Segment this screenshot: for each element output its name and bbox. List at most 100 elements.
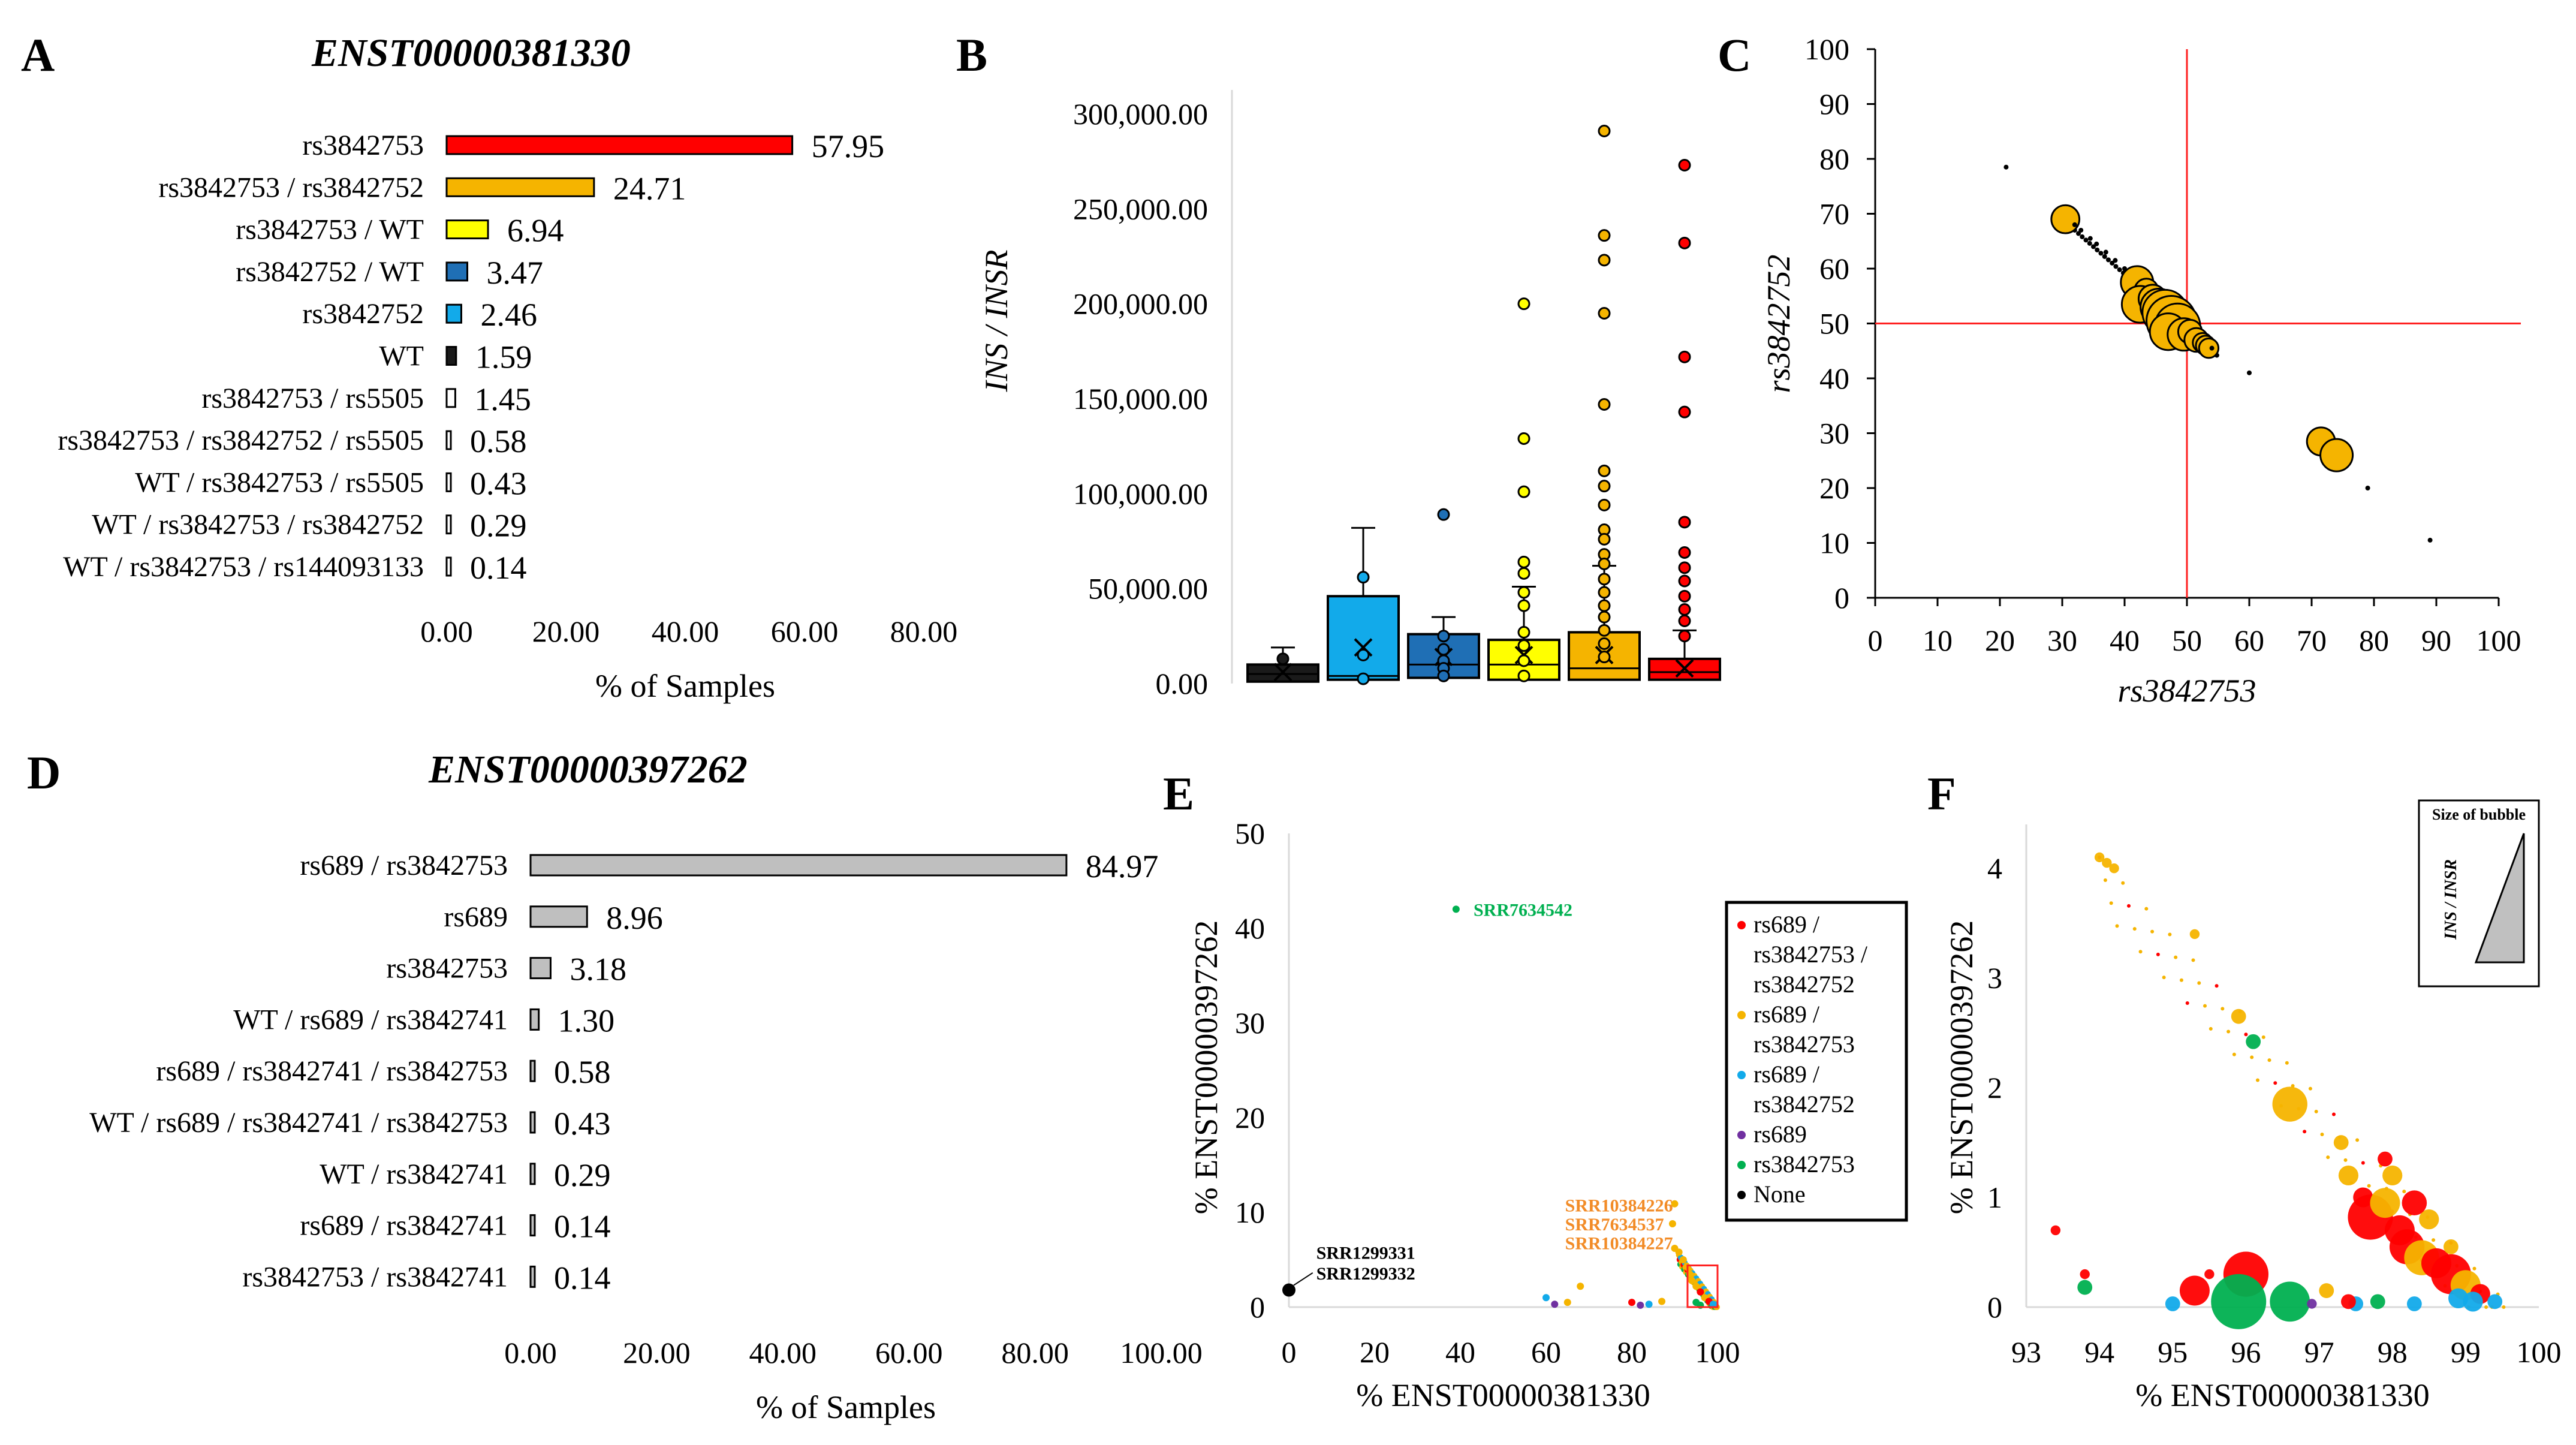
- bubble: [2419, 1209, 2439, 1230]
- size-legend-title: Size of bubble: [2432, 806, 2526, 823]
- x-tick-label: 93: [2011, 1335, 2041, 1369]
- panel-e-label: E: [1163, 767, 1194, 820]
- bar: [445, 430, 452, 450]
- annotation-label: SRR1299331: [1316, 1243, 1415, 1263]
- bubble-small: [2273, 1081, 2277, 1085]
- scatter-point-small: [2117, 267, 2122, 272]
- bubble: [2080, 1269, 2090, 1280]
- data-label: 0.29: [554, 1157, 611, 1193]
- category-label: rs3842753 / rs5505: [201, 383, 424, 414]
- bubble-small: [2203, 1004, 2207, 1008]
- y-tick-label: 10: [1235, 1196, 1265, 1229]
- bubble-small: [2303, 1130, 2307, 1134]
- bar: [445, 346, 457, 366]
- x-axis-label: % ENST00000381330: [1356, 1377, 1650, 1413]
- legend-marker: [1737, 1011, 1746, 1019]
- data-label: 0.58: [470, 423, 527, 459]
- scatter-point: [2209, 345, 2215, 351]
- bar: [529, 1008, 540, 1031]
- bubble: [2406, 1296, 2422, 1311]
- y-tick-label: 40: [1819, 362, 1849, 395]
- category-label: WT / rs3842753 / rs5505: [135, 466, 424, 498]
- x-tick-label: 20.00: [623, 1336, 691, 1369]
- x-tick-label: 60.00: [771, 615, 839, 648]
- bubble-small: [2174, 955, 2178, 959]
- bubble: [2246, 1034, 2261, 1049]
- outlier-point: [1517, 567, 1530, 580]
- data-label: 1.30: [558, 1003, 615, 1038]
- category-label: WT: [379, 341, 424, 372]
- bubble: [2211, 1274, 2267, 1329]
- legend-label: None: [1754, 1181, 1806, 1208]
- scatter-point: [2050, 204, 2081, 234]
- category-label: rs3842753: [386, 953, 508, 985]
- y-tick-label: 40: [1235, 911, 1265, 945]
- outlier-point: [1598, 610, 1611, 624]
- outlier-point: [1598, 464, 1611, 477]
- outlier-point: [1517, 599, 1530, 612]
- data-label: 0.14: [554, 1209, 611, 1245]
- y-tick-label: 4: [1987, 851, 2002, 885]
- bubble-small: [2255, 1078, 2259, 1082]
- category-label: WT / rs3842741: [320, 1158, 508, 1190]
- legend-label: rs689 /: [1754, 1061, 1820, 1088]
- bubble: [2333, 1135, 2349, 1150]
- x-tick-label: 100: [2476, 624, 2521, 657]
- bubble: [2102, 857, 2112, 868]
- data-label: 1.59: [475, 339, 532, 375]
- bubble-small: [2472, 1266, 2476, 1271]
- y-tick-label: 0: [1250, 1290, 1265, 1324]
- y-tick-label: 300,000.00: [1073, 97, 1208, 131]
- bubble: [2270, 1281, 2310, 1322]
- scatter-point-small: [2102, 254, 2107, 259]
- scatter-point: [2198, 337, 2220, 359]
- bubble: [2094, 852, 2105, 863]
- outlier-point: [1598, 498, 1611, 511]
- scatter-point: [1671, 1200, 1679, 1208]
- x-tick-label: 60: [2234, 624, 2264, 657]
- x-tick-label: 0: [1282, 1335, 1297, 1369]
- outlier-point: [1517, 485, 1530, 498]
- bubble-small: [2185, 1001, 2189, 1005]
- bar: [529, 957, 552, 980]
- outlier-point: [1357, 672, 1370, 685]
- legend-label: rs3842752: [1754, 1091, 1855, 1118]
- category-label: rs689 / rs3842741 / rs3842753: [156, 1055, 508, 1087]
- outlier-point: [1598, 254, 1611, 267]
- bubble-small: [2326, 1155, 2330, 1160]
- outlier-point: [1437, 643, 1450, 656]
- bubble: [2179, 1275, 2210, 1306]
- bubble-small: [2308, 1086, 2312, 1091]
- y-axis-label: INS / INSR: [978, 249, 1014, 392]
- bubble-small: [2343, 1158, 2348, 1162]
- bar: [529, 1265, 536, 1288]
- category-label: rs3842753: [302, 130, 424, 161]
- legend-box: [1725, 901, 1908, 1222]
- bubble: [2463, 1292, 2483, 1312]
- bubble-small: [2209, 1026, 2213, 1031]
- outlier-point: [1598, 125, 1611, 137]
- bar: [529, 1059, 536, 1082]
- mean-marker: [1273, 663, 1292, 682]
- bubble: [2204, 1269, 2215, 1280]
- scatter-point-small: [2098, 251, 2104, 256]
- outlier-point: [1598, 558, 1611, 570]
- outlier-point: [1598, 573, 1611, 586]
- outlier-point: [1598, 637, 1611, 650]
- y-tick-label: 90: [1819, 88, 1849, 121]
- scatter-point-small: [2113, 264, 2119, 269]
- data-label: 0.14: [470, 550, 527, 586]
- bar: [445, 556, 452, 577]
- scatter-point: [2078, 227, 2084, 233]
- outlier-point: [1517, 555, 1530, 568]
- outlier-point: [1678, 405, 1691, 419]
- bubble-small: [2332, 1112, 2336, 1116]
- x-axis-label: % of Samples: [756, 1389, 936, 1425]
- legend-label: rs689 /: [1754, 1001, 1820, 1028]
- legend-label: rs3842753 /: [1754, 941, 1868, 968]
- x-tick-label: 60.00: [875, 1336, 943, 1369]
- bubble: [2307, 1299, 2317, 1309]
- panel-a-chart: rs3842753 57.95 rs3842753 / rs3842752 24.71…: [58, 128, 957, 704]
- scatter-point-small: [2110, 260, 2115, 266]
- annotation-label: SRR7634542: [1474, 900, 1572, 920]
